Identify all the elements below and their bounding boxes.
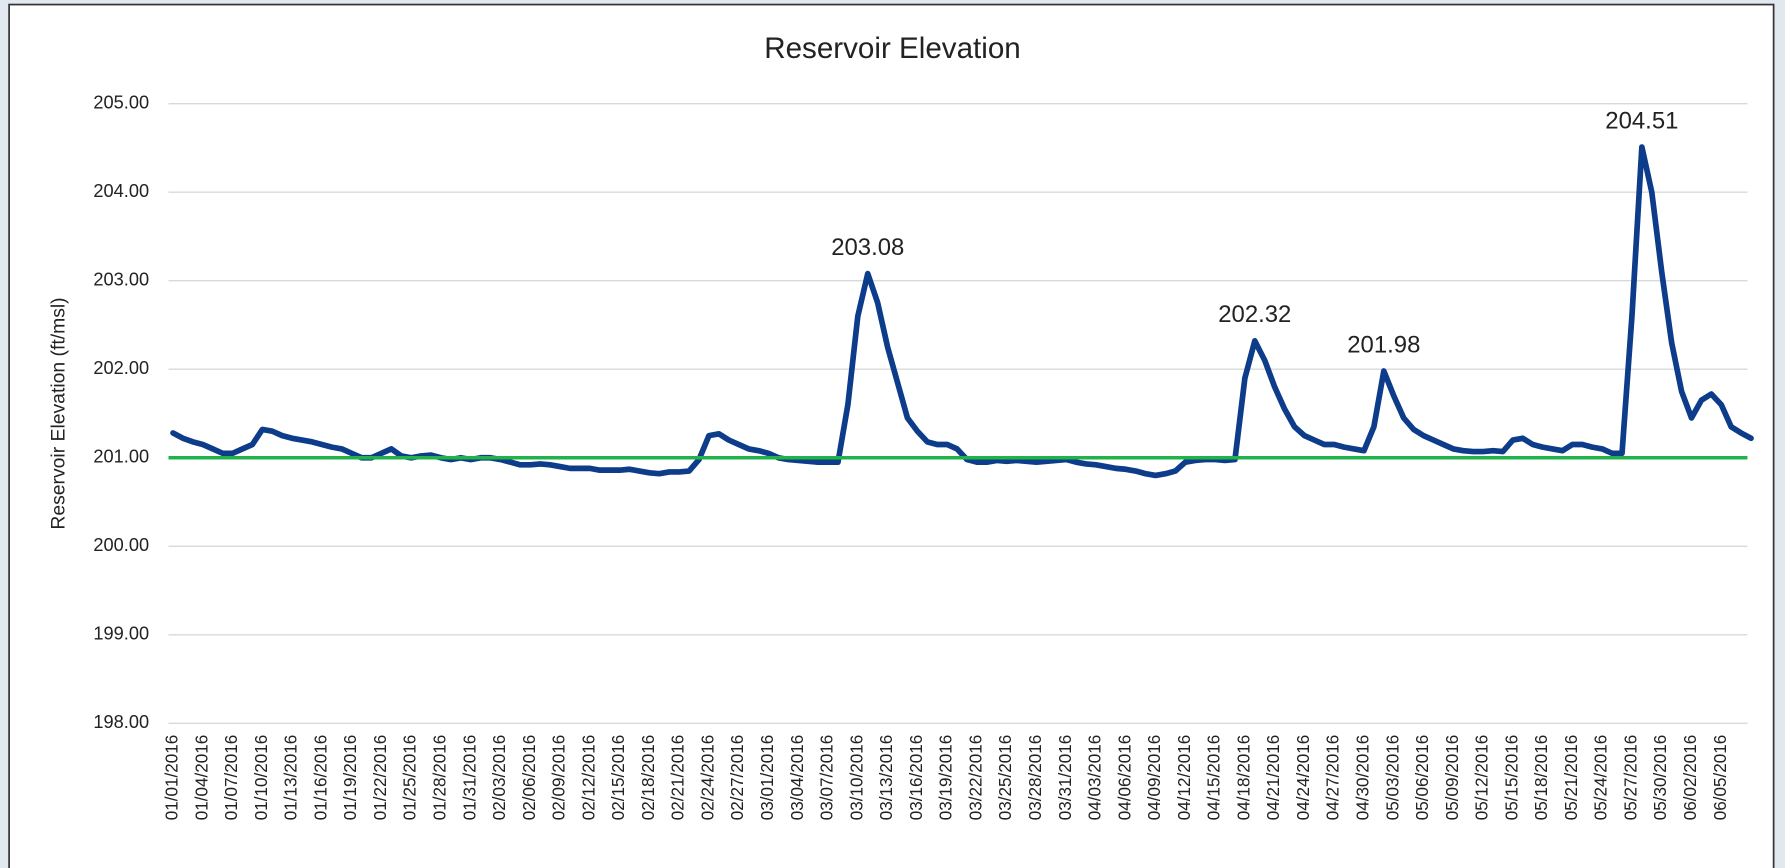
x-tick-label: 05/06/2016 — [1413, 735, 1432, 821]
x-tick-label: 03/25/2016 — [996, 735, 1015, 821]
y-tick-label: 203.00 — [93, 270, 149, 290]
x-tick-label: 01/10/2016 — [252, 735, 271, 821]
x-tick-label: 05/12/2016 — [1473, 735, 1492, 821]
x-tick-label: 01/07/2016 — [222, 735, 241, 821]
y-tick-label: 201.00 — [93, 447, 149, 467]
y-axis-title: Reservoir Elevation (ft/msl) — [47, 297, 69, 529]
x-tick-label: 04/24/2016 — [1294, 735, 1313, 821]
chart-panel — [8, 3, 1775, 868]
data-label: 204.51 — [1605, 107, 1678, 134]
x-tick-label: 01/25/2016 — [401, 735, 420, 821]
x-tick-label: 05/03/2016 — [1383, 735, 1402, 821]
x-tick-label: 04/06/2016 — [1115, 735, 1134, 821]
x-tick-label: 03/31/2016 — [1056, 735, 1075, 821]
x-tick-label: 05/27/2016 — [1621, 735, 1640, 821]
x-tick-label: 05/21/2016 — [1562, 735, 1581, 821]
x-tick-label: 05/24/2016 — [1592, 735, 1611, 821]
data-label: 201.98 — [1347, 331, 1420, 358]
x-tick-label: 01/13/2016 — [282, 735, 301, 821]
x-tick-label: 02/06/2016 — [520, 735, 539, 821]
x-tick-label: 03/28/2016 — [1026, 735, 1045, 821]
x-tick-label: 01/28/2016 — [431, 735, 450, 821]
y-tick-label: 200.00 — [93, 535, 149, 555]
x-tick-label: 03/13/2016 — [877, 735, 896, 821]
data-label: 203.08 — [831, 234, 904, 261]
x-tick-label: 04/18/2016 — [1234, 735, 1253, 821]
x-tick-label: 02/24/2016 — [698, 735, 717, 821]
y-tick-label: 199.00 — [93, 624, 149, 644]
x-tick-label: 02/03/2016 — [490, 735, 509, 821]
x-tick-label: 02/12/2016 — [579, 735, 598, 821]
x-tick-label: 04/03/2016 — [1086, 735, 1105, 821]
x-tick-label: 05/30/2016 — [1651, 735, 1670, 821]
x-tick-label: 01/19/2016 — [341, 735, 360, 821]
chart-title: Reservoir Elevation — [764, 32, 1021, 65]
x-tick-label: 06/05/2016 — [1711, 735, 1730, 821]
x-tick-label: 01/04/2016 — [192, 735, 211, 821]
x-tick-label: 03/16/2016 — [907, 735, 926, 821]
x-tick-label: 02/15/2016 — [609, 735, 628, 821]
y-tick-label: 198.00 — [93, 712, 149, 732]
x-tick-label: 01/31/2016 — [460, 735, 479, 821]
x-tick-label: 03/10/2016 — [847, 735, 866, 821]
x-tick-label: 04/15/2016 — [1205, 735, 1224, 821]
x-tick-label: 05/18/2016 — [1532, 735, 1551, 821]
x-tick-label: 04/21/2016 — [1264, 735, 1283, 821]
x-tick-label: 06/02/2016 — [1681, 735, 1700, 821]
x-tick-label: 05/09/2016 — [1443, 735, 1462, 821]
x-tick-label: 02/21/2016 — [669, 735, 688, 821]
x-tick-label: 03/22/2016 — [966, 735, 985, 821]
x-tick-label: 03/04/2016 — [788, 735, 807, 821]
x-tick-label: 01/22/2016 — [371, 735, 390, 821]
x-tick-label: 04/30/2016 — [1353, 735, 1372, 821]
data-label: 202.32 — [1218, 301, 1291, 328]
x-tick-label: 02/09/2016 — [550, 735, 569, 821]
x-tick-label: 01/01/2016 — [163, 735, 182, 821]
x-tick-label: 03/19/2016 — [937, 735, 956, 821]
x-tick-label: 05/15/2016 — [1502, 735, 1521, 821]
x-tick-label: 04/12/2016 — [1175, 735, 1194, 821]
x-tick-label: 03/01/2016 — [758, 735, 777, 821]
x-tick-label: 03/07/2016 — [818, 735, 837, 821]
y-tick-label: 202.00 — [93, 358, 149, 378]
x-tick-label: 02/18/2016 — [639, 735, 658, 821]
x-tick-label: 04/09/2016 — [1145, 735, 1164, 821]
x-tick-label: 04/27/2016 — [1324, 735, 1343, 821]
y-tick-label: 204.00 — [93, 181, 149, 201]
y-tick-label: 205.00 — [93, 92, 149, 112]
x-tick-label: 02/27/2016 — [728, 735, 747, 821]
x-tick-label: 01/16/2016 — [311, 735, 330, 821]
